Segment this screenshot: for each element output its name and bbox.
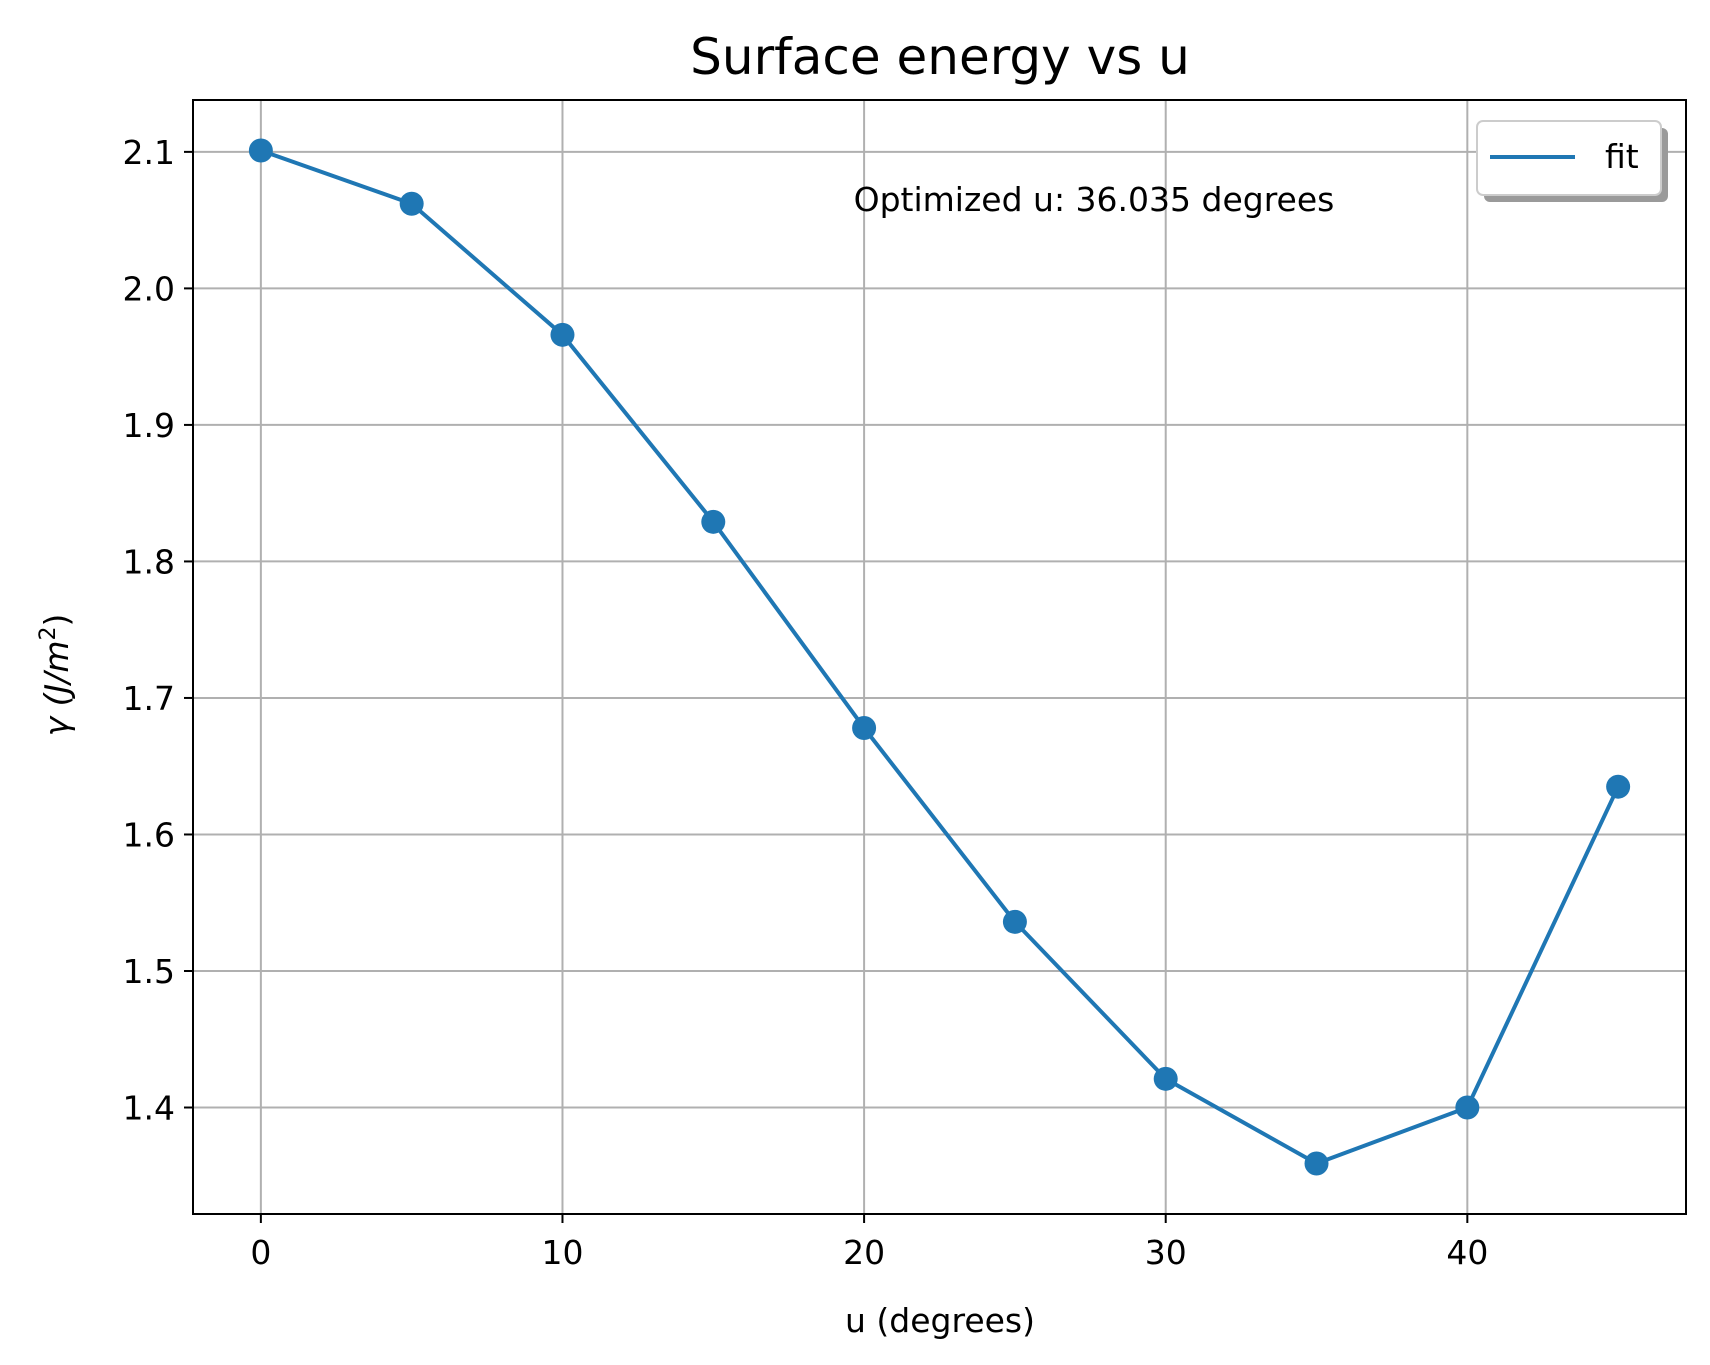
y-tick-label: 1.6 [123, 815, 175, 854]
y-tick-label: 1.7 [123, 679, 175, 718]
y-axis-ticks: 1.4 1.5 1.6 1.7 1.8 1.9 2.0 2.1 [123, 133, 193, 1128]
y-axis-label-main: γ (J/m [37, 640, 76, 736]
x-axis-ticks: 0 10 20 30 40 [250, 1214, 1488, 1272]
y-tick-label: 1.9 [123, 406, 175, 445]
x-tick-label: 20 [843, 1233, 885, 1272]
data-point [1304, 1151, 1329, 1176]
x-tick-label: 40 [1446, 1233, 1488, 1272]
data-point [852, 715, 877, 740]
data-point [1455, 1095, 1480, 1120]
x-axis-label: u (degrees) [845, 1301, 1035, 1340]
data-point [1002, 909, 1027, 934]
data-point [1153, 1066, 1178, 1091]
data-point [1606, 774, 1631, 799]
data-point [248, 138, 273, 163]
y-axis-label-superscript: 2 [36, 626, 61, 640]
series-line-fit [260, 148, 1620, 1166]
data-point [399, 191, 424, 216]
y-tick-label: 1.4 [123, 1089, 175, 1128]
x-tick-label: 10 [541, 1233, 583, 1272]
data-point [550, 322, 575, 347]
y-axis-label: γ (J/m2) [36, 614, 76, 737]
y-tick-label: 1.5 [123, 952, 175, 991]
legend: fit [1476, 120, 1668, 202]
y-axis-label-close: ) [37, 614, 76, 627]
data-point [701, 509, 726, 534]
series-layer [248, 138, 1631, 1176]
grid [193, 100, 1686, 1214]
y-tick-label: 2.0 [123, 269, 175, 308]
y-tick-label: 1.8 [123, 542, 175, 581]
axes-frame [192, 99, 1687, 1215]
chart-title: Surface energy vs u [690, 28, 1190, 86]
legend-label-fit: fit [1605, 137, 1639, 176]
x-tick-label: 30 [1145, 1233, 1187, 1272]
y-tick-label: 2.1 [123, 133, 175, 172]
x-tick-label: 0 [250, 1233, 271, 1272]
optimized-u-annotation: Optimized u: 36.035 degrees [854, 180, 1335, 219]
